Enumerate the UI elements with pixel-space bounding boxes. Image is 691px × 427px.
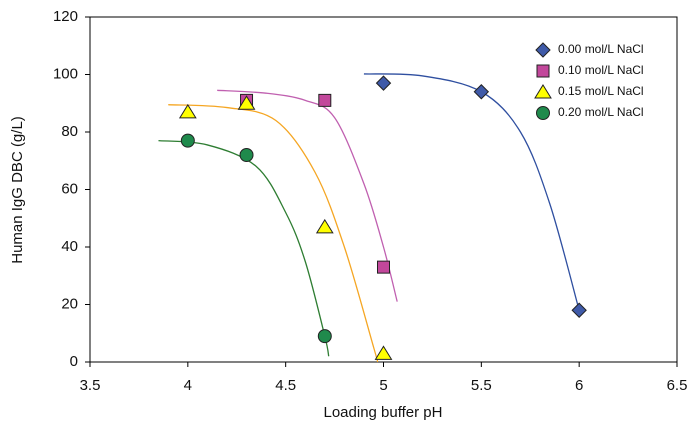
data-point [237, 95, 256, 110]
y-tick-label: 40 [61, 238, 78, 255]
y-tick-label: 60 [61, 180, 78, 197]
fit-curve [158, 139, 330, 357]
legend-marker [536, 64, 550, 78]
y-tick-label: 20 [61, 295, 78, 312]
data-point [180, 133, 195, 148]
fit-curve [168, 104, 379, 363]
x-tick-label: 4 [184, 377, 192, 394]
x-tick-label: 4.5 [275, 377, 296, 394]
fit-curve [363, 73, 580, 311]
legend-label: 0.15 mol/L NaCl [558, 84, 644, 98]
y-axis-label: Human IgG DBC (g/L) [9, 116, 26, 264]
data-point [377, 260, 390, 274]
x-tick-label: 6 [575, 377, 583, 394]
data-point [315, 218, 334, 234]
data-point [473, 84, 490, 100]
data-point [239, 148, 254, 162]
x-axis-label: Loading buffer pH [324, 404, 443, 421]
y-tick-label: 0 [70, 353, 78, 370]
y-tick-label: 80 [61, 123, 78, 140]
data-point [178, 103, 197, 119]
fit-curve [217, 89, 398, 302]
data-point [375, 75, 392, 91]
x-tick-label: 5 [379, 377, 387, 394]
legend-marker [534, 84, 552, 99]
data-point [571, 302, 587, 318]
x-tick-label: 3.5 [80, 377, 101, 394]
legend-label: 0.10 mol/L NaCl [558, 63, 644, 77]
x-tick-label: 5.5 [471, 377, 492, 394]
legend-label: 0.00 mol/L NaCl [558, 42, 644, 56]
legend-label: 0.20 mol/L NaCl [558, 105, 644, 119]
data-point [317, 329, 332, 344]
data-point [318, 93, 332, 107]
legend-marker [535, 42, 551, 58]
x-tick-label: 6.5 [667, 377, 688, 394]
legend-marker [536, 106, 550, 120]
data-point [374, 345, 393, 360]
y-tick-label: 100 [53, 65, 78, 82]
y-tick-label: 120 [53, 8, 78, 25]
